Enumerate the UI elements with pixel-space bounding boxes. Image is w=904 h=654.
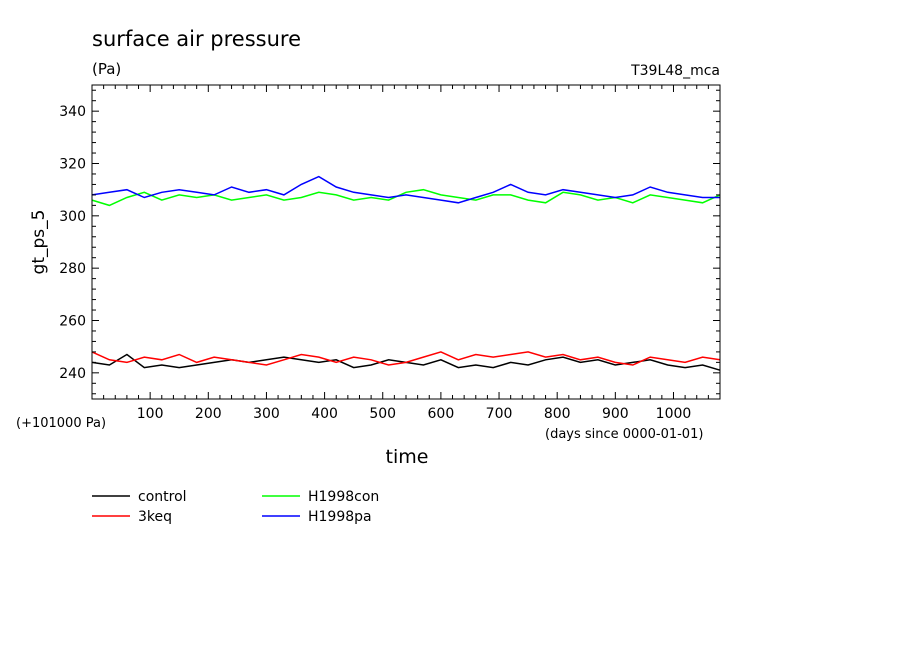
x-axis: 100 200 300 400 500 600 700 800 900 1000 (103, 85, 709, 422)
y-tick-label: 320 (59, 157, 86, 173)
legend-label: H1998con (308, 489, 379, 505)
x-tick-label: 500 (369, 406, 396, 422)
chart-units: (Pa) (92, 60, 121, 78)
x-axis-label: time (386, 446, 429, 468)
series-line-h1998con (91, 188, 721, 207)
y-axis-label: gt_ps_5 (29, 210, 49, 275)
y-tick-label: 280 (59, 261, 86, 277)
x-tick-label: 300 (253, 406, 280, 422)
legend: control 3keq H1998con H1998pa (92, 489, 379, 525)
x-tick-label: 900 (602, 406, 629, 422)
x-axis-note: (days since 0000-01-01) (545, 427, 703, 442)
y-tick-label: 300 (59, 209, 86, 225)
x-tick-label: 800 (544, 406, 571, 422)
plot-frame (91, 84, 721, 400)
x-tick-label: 200 (195, 406, 222, 422)
chart-title: surface air pressure (92, 27, 301, 51)
legend-label: H1998pa (308, 509, 372, 525)
x-tick-label: 100 (137, 406, 164, 422)
x-tick-label: 600 (428, 406, 455, 422)
series-line-h1998pa (91, 175, 720, 204)
x-tick-label: 700 (486, 406, 513, 422)
series-line-3keq (91, 351, 721, 366)
x-tick-label: 400 (311, 406, 338, 422)
legend-label: control (138, 489, 187, 505)
y-tick-label: 340 (59, 104, 86, 120)
y-axis: 240 260 280 300 320 340 (59, 89, 720, 395)
x-tick-label: 1000 (656, 406, 692, 422)
y-offset-note: (+101000 Pa) (16, 416, 106, 431)
y-tick-label: 260 (59, 314, 86, 330)
y-tick-label: 240 (59, 366, 86, 382)
legend-label: 3keq (138, 509, 172, 525)
run-label: T39L48_mca (630, 63, 720, 79)
